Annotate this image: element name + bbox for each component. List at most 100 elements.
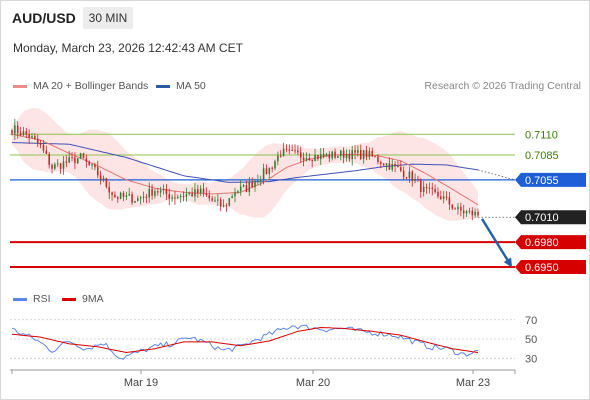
candle-body [148, 188, 151, 198]
candle-body [385, 163, 388, 166]
candle-body [402, 170, 405, 178]
candle-body [234, 192, 236, 197]
candle-body [388, 163, 391, 170]
candle-body [248, 182, 251, 193]
candle-body [102, 178, 105, 180]
candle-body [88, 161, 90, 166]
legend-ma50-label: MA 50 [176, 80, 206, 92]
candle-body [14, 125, 16, 134]
candle-body [96, 167, 99, 176]
candle-body [45, 150, 48, 154]
forecast-arrow-shaft [480, 218, 512, 265]
candle-body [42, 144, 45, 151]
candle-body [119, 192, 122, 199]
candle-body [205, 193, 208, 196]
candle-body [371, 150, 374, 157]
candle-body [105, 178, 108, 187]
candle-body [400, 167, 402, 171]
candle-body [397, 166, 399, 168]
candle-body [99, 175, 102, 180]
candle-body [359, 149, 362, 159]
candle-body [297, 150, 299, 153]
candle-body [365, 150, 368, 158]
candle-body [142, 196, 145, 198]
candle-body [311, 160, 313, 162]
candle-body [125, 195, 128, 197]
legend-9ma-label: 9MA [82, 293, 104, 305]
candle-body [377, 156, 379, 163]
candle-body [65, 161, 68, 163]
level-label-0.7010: 0.7010 [515, 210, 586, 225]
candle-body [168, 194, 171, 199]
candle-body [405, 177, 408, 179]
candle-body [239, 186, 242, 192]
ma50-extension [477, 169, 516, 181]
candle-body [128, 194, 131, 196]
candle-body [214, 200, 216, 202]
candle-body [462, 210, 465, 214]
candle-body [34, 136, 36, 139]
legend-ma20-swatch [13, 84, 27, 88]
candle-body [319, 154, 322, 160]
rsi-line [11, 324, 479, 360]
candle-body [219, 199, 222, 207]
candle-body [414, 178, 416, 182]
candle-body [442, 196, 445, 199]
candle-body [194, 189, 196, 197]
candle-body [197, 189, 199, 194]
candle-body [231, 196, 233, 199]
candle-body [151, 188, 153, 196]
level-text: 0.6980 [525, 237, 559, 249]
candle-body [174, 197, 176, 199]
candle-body [114, 194, 116, 198]
candle-body [139, 197, 142, 199]
candle-body [277, 155, 279, 162]
legend-ma50: MA 50 [156, 80, 206, 92]
candle-body [437, 191, 439, 197]
candles [11, 118, 479, 221]
legend-ma20: MA 20 + Bollinger Bands [13, 80, 148, 92]
candle-body [237, 191, 239, 193]
candle-body [257, 180, 259, 182]
candle-body [420, 180, 422, 192]
candle-body [408, 171, 411, 178]
level-label-0.7055: 0.7055 [515, 172, 586, 187]
level-tag [515, 260, 586, 275]
candle-body [308, 158, 311, 161]
candle-body [182, 196, 185, 198]
candle-body [394, 163, 396, 167]
candle-body [337, 156, 339, 158]
legend-rsi: RSI [13, 293, 51, 305]
candle-body [291, 149, 293, 151]
forecast-arrow-head [503, 257, 513, 268]
candle-body [354, 150, 356, 153]
candle-body [28, 134, 30, 138]
candle-body [417, 178, 419, 181]
rsi-tick-70: 70 [525, 315, 537, 327]
candle-body [251, 182, 253, 188]
candle-body [68, 157, 70, 163]
candle-body [271, 167, 273, 169]
level-text: 0.7110 [525, 129, 558, 141]
candle-body [79, 153, 82, 159]
level-label-0.7110: 0.7110 [525, 129, 558, 141]
timeframe-selector[interactable]: 30 MIN [83, 7, 133, 29]
candle-body [19, 133, 22, 136]
candle-body [91, 164, 93, 166]
candle-body [451, 204, 454, 209]
legend-9ma: 9MA [62, 293, 104, 305]
candle-body [339, 150, 342, 157]
candle-body [134, 200, 136, 203]
candle-body [411, 171, 414, 182]
candle-body [85, 158, 88, 162]
candle-body [334, 151, 336, 158]
candle-body [157, 191, 159, 193]
x-tick-label: Mar 20 [296, 377, 330, 389]
candle-body [242, 185, 245, 187]
candle-body [76, 158, 79, 164]
research-credit: Research © 2026 Trading Central [424, 80, 581, 92]
candle-body [262, 168, 265, 180]
x-tick-label: Mar 23 [456, 377, 490, 389]
candle-body [259, 179, 262, 181]
candle-body [440, 196, 442, 199]
